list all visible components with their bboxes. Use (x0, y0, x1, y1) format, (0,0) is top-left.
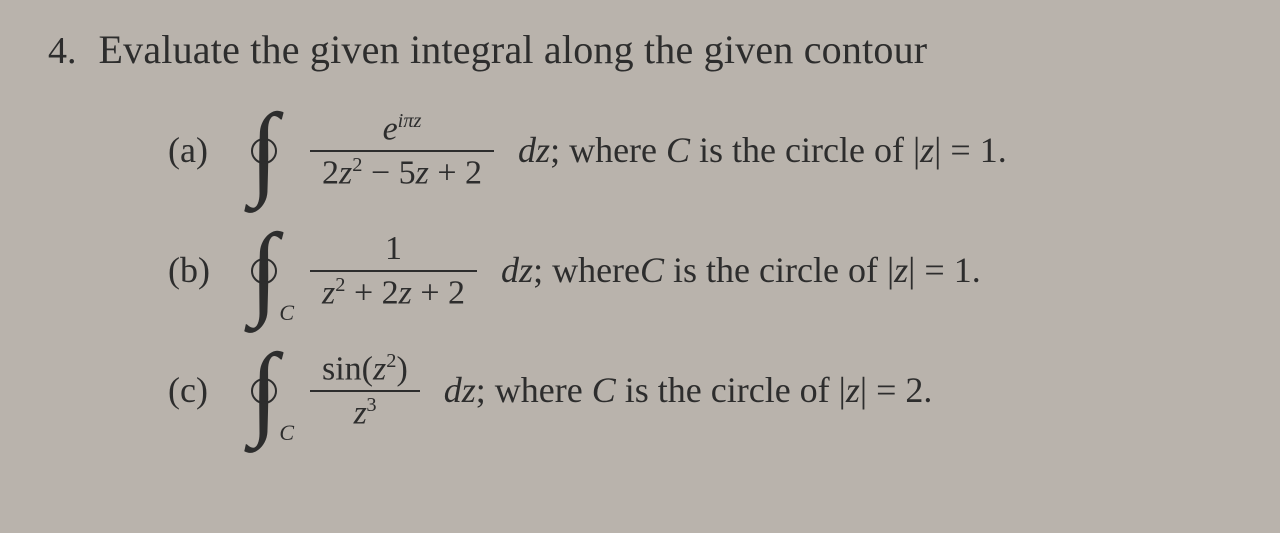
part-label: (a) (168, 131, 224, 171)
part-label: (b) (168, 251, 224, 291)
where-eq: | = (860, 370, 906, 410)
fraction-denominator: z2 + 2z + 2 (310, 272, 477, 314)
fraction-numerator: 1 (373, 228, 414, 269)
where-val: 1. (980, 130, 1007, 170)
parts-list: (a) ∫ eiπz 2z2 − 5z + 2 dz; where C is t… (168, 99, 1240, 443)
where-prefix: ; where (533, 250, 640, 290)
part-label: (c) (168, 371, 224, 411)
integrand-fraction: sin(z2) z3 (310, 348, 420, 433)
where-val: 2. (905, 370, 932, 410)
integrand-fraction: 1 z2 + 2z + 2 (310, 228, 477, 313)
fraction-denominator: 2z2 − 5z + 2 (310, 152, 494, 194)
fraction-numerator: sin(z2) (310, 348, 420, 390)
part-description: dz; where C is the circle of |z| = 2. (444, 371, 933, 411)
contour-integral-icon: ∫ C (242, 339, 286, 443)
problem-number: 4. (48, 31, 77, 73)
dz-text: dz (518, 130, 550, 170)
part-c: (c) ∫ C sin(z2) z3 dz; where C is the ci… (168, 339, 1240, 443)
problem-block: 4. Evaluate the given integral along the… (48, 28, 1240, 443)
integral-subscript-c: C (279, 301, 294, 325)
where-C: C (592, 370, 616, 410)
where-eq: | = (934, 130, 980, 170)
where-C: C (640, 250, 664, 290)
dz-text: dz (501, 250, 533, 290)
problem-stem: Evaluate the given integral along the gi… (99, 28, 928, 72)
stem-row: 4. Evaluate the given integral along the… (48, 28, 1240, 73)
where-z: z (894, 250, 908, 290)
where-C: C (666, 130, 690, 170)
where-mid: is the circle of | (690, 130, 920, 170)
part-b: (b) ∫ C 1 z2 + 2z + 2 dz; whereC is the … (168, 219, 1240, 323)
dz-text: dz (444, 370, 476, 410)
fraction-denominator: z3 (342, 392, 388, 434)
where-mid: is the circle of | (664, 250, 894, 290)
where-z: z (920, 130, 934, 170)
part-description: dz; whereC is the circle of |z| = 1. (501, 251, 981, 291)
where-eq: | = (908, 250, 954, 290)
contour-integral-icon: ∫ C (242, 219, 286, 323)
where-val: 1. (954, 250, 981, 290)
fraction-numerator: eiπz (371, 108, 434, 150)
contour-integral-icon: ∫ (242, 99, 286, 203)
where-z: z (846, 370, 860, 410)
where-mid: is the circle of | (616, 370, 846, 410)
where-prefix: ; where (476, 370, 592, 410)
part-description: dz; where C is the circle of |z| = 1. (518, 131, 1007, 171)
integral-subscript-c: C (279, 421, 294, 445)
integrand-fraction: eiπz 2z2 − 5z + 2 (310, 108, 494, 193)
where-prefix: ; where (550, 130, 666, 170)
part-a: (a) ∫ eiπz 2z2 − 5z + 2 dz; where C is t… (168, 99, 1240, 203)
